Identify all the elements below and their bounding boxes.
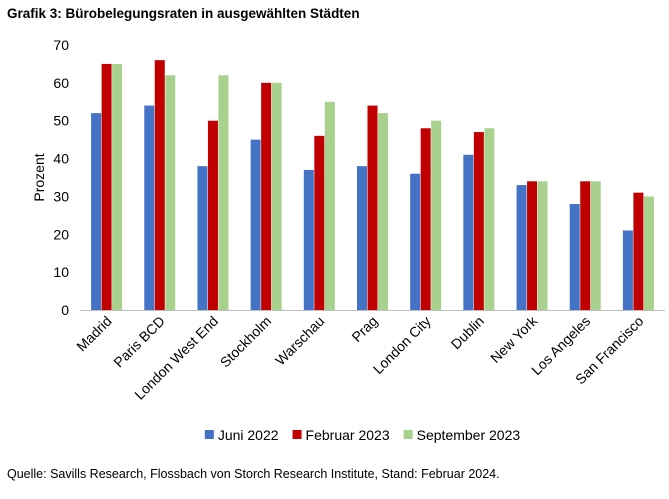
bar-madrid-september-2023 (112, 63, 123, 311)
x-tick-label-prag: Prag (348, 313, 380, 345)
bar-dublin-juni-2022 (463, 154, 474, 310)
bar-madrid-juni-2022 (91, 113, 102, 310)
bar-london-west-end-juni-2022 (197, 166, 208, 310)
source-note: Quelle: Savills Research, Flossbach von … (7, 467, 500, 481)
y-tick-label: 10 (53, 264, 69, 280)
bar-paris-bcd-februar-2023 (154, 60, 165, 310)
y-tick-label: 50 (53, 113, 69, 129)
bar-dublin-februar-2023 (473, 132, 484, 310)
bar-london-west-end-februar-2023 (207, 120, 218, 311)
x-tick-label-stockholm: Stockholm (217, 313, 275, 371)
legend-label: Juni 2022 (218, 427, 279, 443)
y-tick-label: 70 (53, 37, 69, 53)
bar-new-york-februar-2023 (527, 181, 538, 310)
bar-stockholm-september-2023 (271, 82, 282, 310)
x-tick-label-paris-bcd: Paris BCD (110, 313, 168, 371)
bar-london-west-end-september-2023 (218, 75, 229, 310)
legend-item-september-2023: September 2023 (403, 427, 521, 443)
bar-stockholm-juni-2022 (250, 139, 261, 310)
bar-stockholm-februar-2023 (261, 82, 272, 310)
bar-paris-bcd-september-2023 (165, 75, 176, 310)
bar-prag-juni-2022 (357, 166, 367, 310)
bar-los-angeles-februar-2023 (580, 181, 591, 310)
legend-item-februar-2023: Februar 2023 (292, 427, 390, 443)
bar-paris-bcd-juni-2022 (144, 105, 155, 310)
bar-prag-februar-2023 (367, 105, 378, 310)
bar-new-york-september-2023 (537, 181, 548, 310)
y-axis-title: Prozent (31, 153, 47, 201)
legend-item-juni-2022: Juni 2022 (204, 427, 279, 443)
y-tick-label: 20 (53, 226, 69, 242)
bar-prag-september-2023 (378, 113, 388, 310)
y-tick-label: 60 (53, 75, 69, 91)
legend-swatch (204, 430, 214, 439)
bar-san-francisco-februar-2023 (633, 192, 644, 310)
legend-swatch (403, 430, 413, 439)
y-tick-label: 40 (53, 151, 69, 167)
bar-warschau-juni-2022 (303, 169, 314, 310)
x-tick-label-new-york: New York (487, 312, 541, 366)
bar-london-city-september-2023 (431, 120, 442, 311)
y-tick-label: 0 (61, 302, 69, 318)
bar-los-angeles-september-2023 (590, 181, 601, 310)
legend-swatch (292, 430, 302, 439)
legend: Juni 2022 Februar 2023 September 2023 (204, 427, 521, 443)
legend-label: Februar 2023 (306, 427, 390, 443)
bar-los-angeles-juni-2022 (569, 204, 580, 310)
x-tick-label-warschau: Warschau (272, 313, 328, 369)
x-tick-label-dublin: Dublin (448, 313, 487, 352)
bar-madrid-februar-2023 (101, 63, 112, 311)
chart-title: Grafik 3: Bürobelegungsraten in ausgewäh… (7, 6, 360, 21)
bar-warschau-februar-2023 (314, 135, 325, 310)
y-axis-ticks: 0 10 20 30 40 50 60 70 (53, 37, 69, 318)
bar-london-city-februar-2023 (420, 128, 431, 310)
y-tick-label: 30 (53, 188, 69, 204)
bar-dublin-september-2023 (484, 128, 495, 310)
bar-new-york-juni-2022 (516, 185, 527, 310)
bar-warschau-september-2023 (324, 101, 335, 310)
x-tick-label-london-city: London City (370, 313, 434, 377)
bar-london-city-juni-2022 (410, 173, 421, 310)
bars (91, 60, 654, 311)
x-tick-label-madrid: Madrid (73, 313, 115, 355)
bar-san-francisco-juni-2022 (622, 230, 633, 310)
bar-san-francisco-september-2023 (643, 196, 654, 310)
legend-label: September 2023 (417, 427, 521, 443)
